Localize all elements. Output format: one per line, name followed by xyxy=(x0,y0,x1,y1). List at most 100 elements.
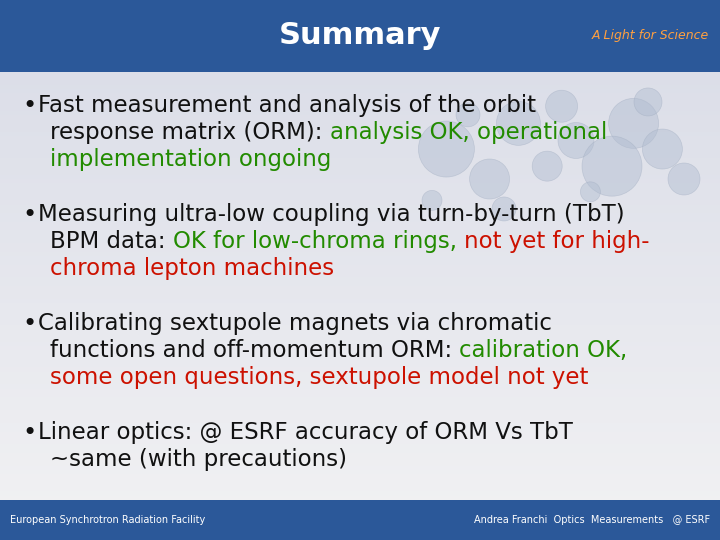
Bar xyxy=(0,269,720,273)
Text: •: • xyxy=(22,312,36,336)
Text: functions and off-momentum ORM:: functions and off-momentum ORM: xyxy=(50,339,459,362)
Bar xyxy=(0,500,720,540)
Bar xyxy=(0,85,720,89)
Bar xyxy=(0,239,720,243)
Bar xyxy=(0,457,720,462)
Text: analysis OK, operational: analysis OK, operational xyxy=(330,121,607,144)
Bar xyxy=(0,162,720,166)
Bar xyxy=(0,294,720,299)
Bar xyxy=(0,166,720,171)
Bar xyxy=(0,487,720,491)
Bar xyxy=(0,453,720,457)
Bar xyxy=(0,222,720,226)
Bar xyxy=(0,200,720,205)
Bar xyxy=(0,132,720,136)
Bar xyxy=(0,350,720,354)
Bar xyxy=(0,312,720,316)
Bar xyxy=(0,140,720,145)
Bar xyxy=(0,273,720,278)
Text: chroma lepton machines: chroma lepton machines xyxy=(50,257,334,280)
Bar xyxy=(0,291,720,294)
Bar xyxy=(0,483,720,487)
Text: Fast measurement and analysis of the orbit: Fast measurement and analysis of the orb… xyxy=(38,94,536,117)
Bar xyxy=(0,196,720,200)
Bar xyxy=(0,153,720,158)
Bar xyxy=(0,89,720,93)
Circle shape xyxy=(492,197,516,221)
Circle shape xyxy=(546,90,577,122)
Text: Calibrating sextupole magnets via chromatic: Calibrating sextupole magnets via chroma… xyxy=(38,312,552,335)
Bar xyxy=(0,265,720,269)
Bar xyxy=(0,320,720,325)
Bar xyxy=(0,260,720,265)
Bar xyxy=(0,278,720,282)
Bar xyxy=(0,106,720,111)
Bar xyxy=(0,414,720,418)
Bar xyxy=(0,72,720,76)
Bar xyxy=(0,329,720,333)
Text: BPM data:: BPM data: xyxy=(50,230,173,253)
Bar xyxy=(0,444,720,449)
Text: •: • xyxy=(22,203,36,227)
Circle shape xyxy=(634,88,662,116)
Bar xyxy=(0,149,720,153)
Bar xyxy=(0,179,720,183)
Bar xyxy=(0,478,720,483)
Circle shape xyxy=(668,163,700,195)
Bar xyxy=(0,423,720,427)
Bar xyxy=(0,218,720,222)
Bar xyxy=(0,342,720,346)
Bar xyxy=(0,470,720,474)
Text: European Synchrotron Radiation Facility: European Synchrotron Radiation Facility xyxy=(10,515,205,525)
Bar xyxy=(0,209,720,213)
Text: A Light for Science: A Light for Science xyxy=(592,30,709,43)
Bar xyxy=(0,80,720,85)
Bar xyxy=(0,213,720,218)
Bar xyxy=(0,491,720,496)
Text: implementation ongoing: implementation ongoing xyxy=(50,148,331,171)
Bar xyxy=(0,226,720,231)
Bar xyxy=(0,380,720,384)
Bar xyxy=(0,0,720,72)
Bar xyxy=(0,243,720,247)
Bar xyxy=(0,111,720,115)
Bar xyxy=(0,427,720,431)
Bar xyxy=(0,123,720,127)
Bar xyxy=(0,410,720,414)
Bar xyxy=(0,462,720,466)
Circle shape xyxy=(608,98,659,148)
Bar xyxy=(0,98,720,102)
Bar xyxy=(0,136,720,140)
Bar xyxy=(0,402,720,406)
Bar xyxy=(0,333,720,338)
Circle shape xyxy=(558,123,594,158)
Bar xyxy=(0,102,720,106)
Bar xyxy=(0,192,720,196)
Bar xyxy=(0,252,720,256)
Circle shape xyxy=(469,159,510,199)
Bar xyxy=(0,303,720,307)
Bar xyxy=(0,171,720,175)
Bar xyxy=(0,282,720,286)
Bar xyxy=(0,376,720,380)
Bar xyxy=(0,496,720,500)
Bar xyxy=(0,256,720,260)
Text: response matrix (ORM):: response matrix (ORM): xyxy=(50,121,330,144)
Bar xyxy=(0,286,720,291)
Circle shape xyxy=(422,191,442,211)
Text: ~same (with precautions): ~same (with precautions) xyxy=(50,448,347,471)
Bar xyxy=(0,363,720,367)
Bar xyxy=(0,231,720,235)
Bar xyxy=(0,158,720,162)
Bar xyxy=(0,307,720,312)
Bar xyxy=(0,187,720,192)
Circle shape xyxy=(582,136,642,196)
Text: •: • xyxy=(22,421,36,445)
Text: Measuring ultra-low coupling via turn-by-turn (TbT): Measuring ultra-low coupling via turn-by… xyxy=(38,203,625,226)
Bar xyxy=(0,367,720,372)
Bar xyxy=(0,338,720,342)
Text: not yet for high-: not yet for high- xyxy=(464,230,649,253)
Bar xyxy=(0,393,720,397)
Text: Andrea Franchi  Optics  Measurements   @ ESRF: Andrea Franchi Optics Measurements @ ESR… xyxy=(474,515,710,525)
Bar xyxy=(0,389,720,393)
